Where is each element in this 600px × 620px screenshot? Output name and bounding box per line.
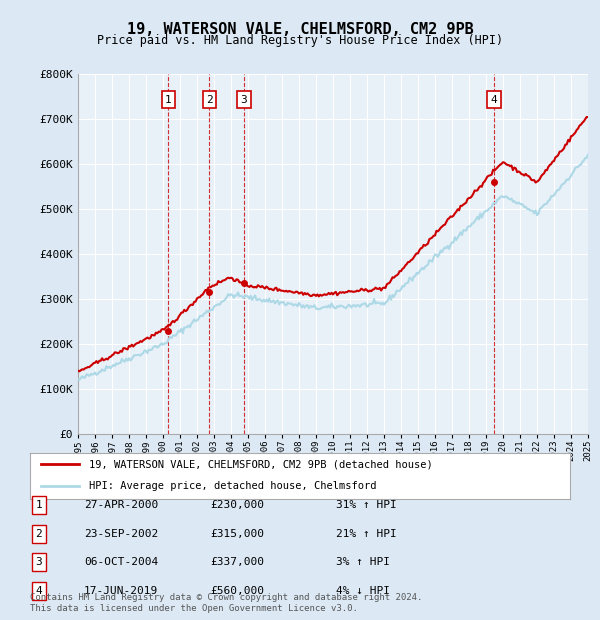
Text: 31% ↑ HPI: 31% ↑ HPI: [336, 500, 397, 510]
Text: 4: 4: [35, 586, 43, 596]
Text: 23-SEP-2002: 23-SEP-2002: [84, 529, 158, 539]
Text: 19, WATERSON VALE, CHELMSFORD, CM2 9PB: 19, WATERSON VALE, CHELMSFORD, CM2 9PB: [127, 22, 473, 37]
Text: £315,000: £315,000: [210, 529, 264, 539]
Text: 2: 2: [206, 95, 212, 105]
Text: 06-OCT-2004: 06-OCT-2004: [84, 557, 158, 567]
Text: 1: 1: [35, 500, 43, 510]
Text: Price paid vs. HM Land Registry's House Price Index (HPI): Price paid vs. HM Land Registry's House …: [97, 34, 503, 47]
Text: 21% ↑ HPI: 21% ↑ HPI: [336, 529, 397, 539]
Text: 19, WATERSON VALE, CHELMSFORD, CM2 9PB (detached house): 19, WATERSON VALE, CHELMSFORD, CM2 9PB (…: [89, 459, 433, 469]
Text: £337,000: £337,000: [210, 557, 264, 567]
Text: HPI: Average price, detached house, Chelmsford: HPI: Average price, detached house, Chel…: [89, 481, 377, 491]
Text: 2: 2: [35, 529, 43, 539]
Text: 3% ↑ HPI: 3% ↑ HPI: [336, 557, 390, 567]
Text: 1: 1: [165, 95, 172, 105]
Text: 17-JUN-2019: 17-JUN-2019: [84, 586, 158, 596]
Text: Contains HM Land Registry data © Crown copyright and database right 2024.
This d: Contains HM Land Registry data © Crown c…: [30, 593, 422, 613]
Text: £230,000: £230,000: [210, 500, 264, 510]
Text: £560,000: £560,000: [210, 586, 264, 596]
Text: 4% ↓ HPI: 4% ↓ HPI: [336, 586, 390, 596]
Text: 3: 3: [241, 95, 247, 105]
Text: 3: 3: [35, 557, 43, 567]
Text: 27-APR-2000: 27-APR-2000: [84, 500, 158, 510]
Text: 4: 4: [490, 95, 497, 105]
